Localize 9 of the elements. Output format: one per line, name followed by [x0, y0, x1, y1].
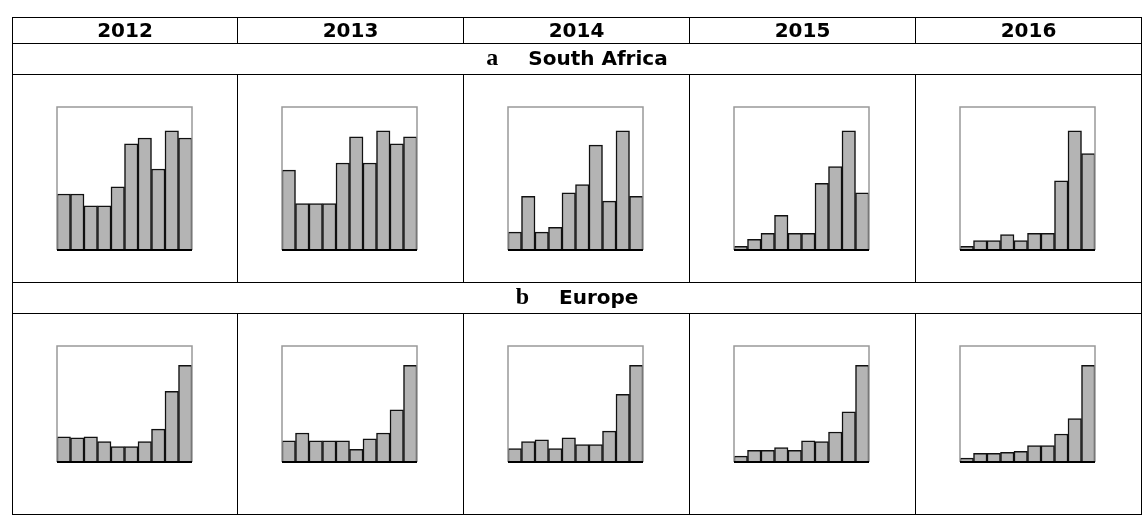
chart-title: 2014 [464, 17, 690, 44]
text: a [486, 44, 499, 70]
text: South Africa [528, 46, 668, 70]
chart-title: 2013 [238, 17, 464, 44]
chart-title: 2016 [916, 17, 1142, 44]
chart-title: 2012 [12, 17, 238, 44]
chart-title: 2015 [690, 17, 916, 44]
text: Europe [558, 285, 639, 309]
text: b [515, 283, 529, 309]
